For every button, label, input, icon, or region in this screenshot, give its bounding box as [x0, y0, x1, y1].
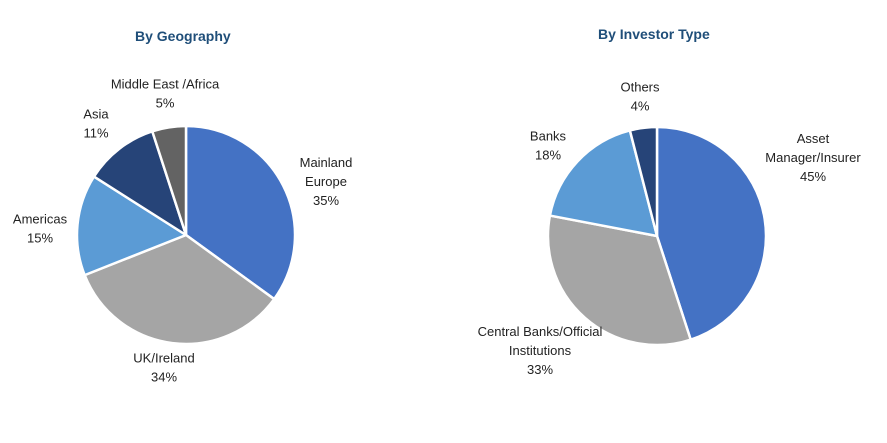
- slice-asia: [92, 130, 188, 237]
- data-label-asset-manager-insurer: Asset Manager/Insurer 45%: [765, 131, 861, 184]
- slice-uk-ireland: [83, 233, 276, 346]
- data-label-americas: Americas 15%: [13, 212, 68, 246]
- data-label-banks: Banks 18%: [530, 129, 567, 163]
- data-label-middle-east-africa: Middle East /Africa 5%: [111, 77, 220, 111]
- slice-banks: [548, 129, 659, 238]
- data-label-asia: Asia 11%: [83, 107, 109, 141]
- slice-asset-manager-insurer: [655, 125, 768, 341]
- data-label-uk-ireland: UK/Ireland 34%: [133, 351, 194, 385]
- investor-type-pie: Asset Manager/Insurer 45% Central Banks/Off…: [478, 80, 862, 378]
- slice-central-banks-official-institutions: [546, 214, 692, 347]
- slice-middle-east-africa: [151, 124, 188, 237]
- slice-americas: [75, 175, 188, 277]
- data-label-central-banks-official-institutions: Central Banks/Official Institutions 33%: [478, 324, 603, 377]
- data-label-others: Others 4%: [620, 80, 660, 114]
- investor-type-chart-title: By Investor Type: [598, 26, 710, 42]
- geography-pie: Mainland Europe 35% UK/Ireland 34% Americas 15…: [13, 77, 352, 385]
- slice-others: [628, 125, 659, 238]
- slice-mainland-europe: [184, 124, 297, 301]
- data-label-mainland-europe: Mainland Europe 35%: [300, 155, 353, 208]
- geography-chart-title: By Geography: [135, 28, 231, 44]
